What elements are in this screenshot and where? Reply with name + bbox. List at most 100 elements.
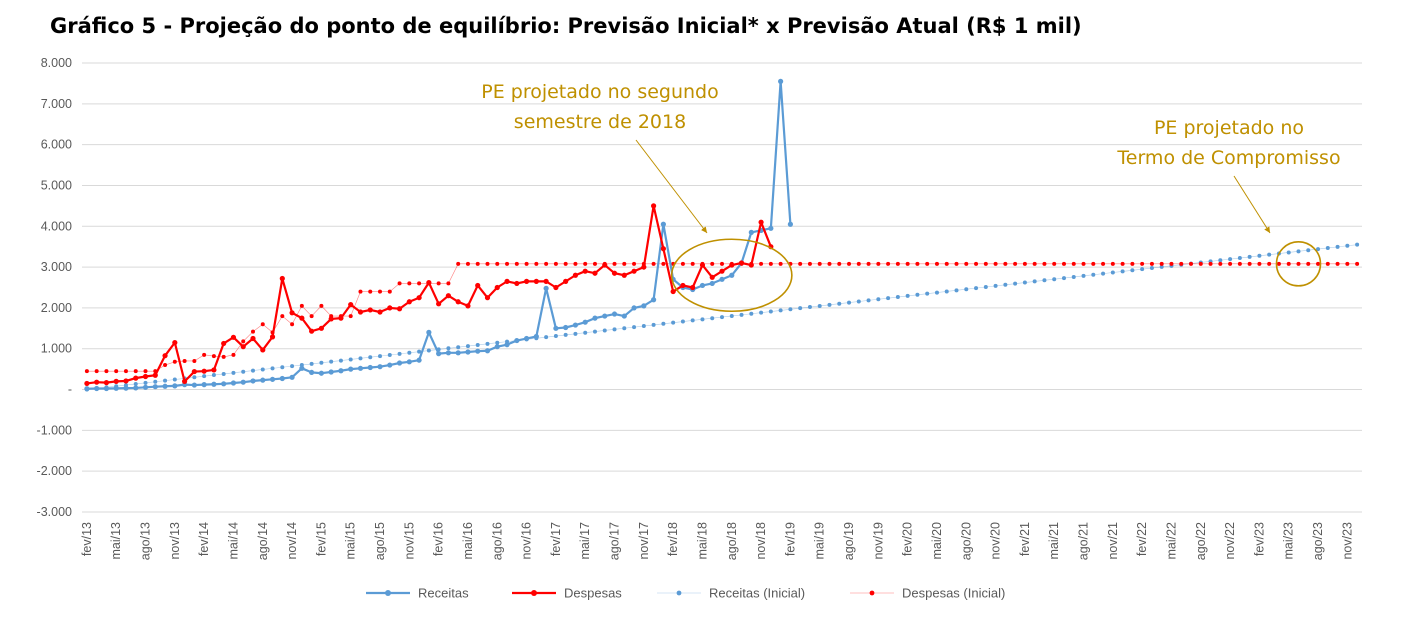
y-tick-label: 1.000 (41, 342, 72, 356)
data-point (611, 270, 618, 276)
data-point (269, 334, 276, 340)
data-point (142, 384, 149, 390)
data-point (94, 379, 100, 385)
data-point (523, 278, 530, 284)
data-point (202, 374, 207, 379)
data-point (475, 342, 480, 347)
legend-swatch-marker (676, 590, 682, 596)
data-point (700, 317, 705, 322)
data-point (1052, 261, 1057, 266)
data-point (983, 261, 988, 266)
data-point (886, 261, 891, 266)
data-point (1091, 272, 1096, 277)
data-point (934, 290, 939, 295)
data-point (260, 367, 265, 372)
data-point (807, 305, 812, 310)
data-point (241, 339, 246, 344)
data-point (583, 330, 588, 335)
data-point (866, 298, 871, 303)
data-point (660, 246, 666, 252)
data-point (573, 331, 578, 336)
data-point (368, 355, 373, 360)
data-point (250, 368, 255, 373)
data-point (592, 261, 597, 266)
data-point (690, 261, 695, 266)
data-point (279, 375, 285, 382)
data-point (456, 261, 461, 266)
data-point (925, 291, 930, 296)
data-point (709, 274, 715, 280)
data-point (250, 335, 256, 342)
data-point (699, 282, 706, 289)
data-point (240, 379, 246, 385)
data-point (1120, 269, 1125, 274)
data-point (632, 325, 637, 330)
data-point (299, 315, 305, 321)
data-point (475, 282, 481, 289)
data-point (661, 321, 666, 326)
data-point (182, 358, 187, 363)
data-point (817, 303, 822, 308)
data-point (1130, 261, 1135, 266)
data-point (94, 385, 100, 392)
data-point (494, 284, 500, 291)
data-point (455, 350, 461, 356)
data-point (954, 261, 959, 266)
data-point (699, 262, 706, 268)
data-point (191, 382, 197, 388)
data-point (1189, 261, 1194, 266)
x-tick-label: ago/19 (842, 522, 856, 560)
data-point (319, 360, 324, 365)
data-point (133, 385, 139, 391)
data-point (1335, 244, 1340, 249)
data-point (582, 319, 588, 325)
x-tick-label: mai/21 (1047, 522, 1061, 560)
data-point (192, 358, 197, 363)
data-point (113, 385, 119, 391)
data-point (729, 262, 735, 268)
data-point (690, 284, 696, 291)
data-point (612, 261, 617, 266)
data-point (358, 356, 363, 361)
data-point (1345, 243, 1350, 248)
data-point (221, 354, 226, 359)
data-point (192, 375, 197, 380)
data-point (328, 316, 334, 322)
data-point (387, 362, 393, 368)
data-point (738, 260, 745, 266)
data-point (396, 360, 403, 366)
data-point (172, 340, 178, 346)
y-tick-label: 2.000 (41, 301, 72, 315)
data-point (1355, 261, 1360, 266)
data-point (357, 309, 364, 315)
data-point (1110, 270, 1115, 275)
data-point (309, 361, 314, 366)
data-point (1101, 261, 1106, 266)
data-point (231, 352, 236, 357)
data-point (348, 357, 353, 362)
data-point (720, 315, 724, 320)
data-point (543, 285, 549, 291)
data-point (661, 261, 666, 266)
x-tick-label: nov/16 (520, 522, 534, 560)
data-point (768, 225, 774, 231)
data-point (231, 370, 236, 375)
data-point (84, 369, 89, 374)
data-point (143, 369, 148, 374)
data-point (523, 335, 530, 342)
data-point (1003, 261, 1008, 266)
data-point (1257, 261, 1262, 266)
data-point (211, 373, 216, 378)
data-point (514, 261, 519, 266)
data-point (1325, 261, 1330, 266)
highlight-circle-2018 (670, 238, 793, 313)
data-point (406, 299, 412, 305)
x-tick-label: fev/20 (901, 522, 915, 556)
data-point (563, 261, 568, 266)
data-point (905, 261, 910, 266)
data-point (309, 328, 315, 334)
data-point (456, 345, 461, 350)
y-tick-label: - (68, 383, 72, 397)
data-point (417, 281, 422, 286)
data-point (163, 378, 168, 383)
